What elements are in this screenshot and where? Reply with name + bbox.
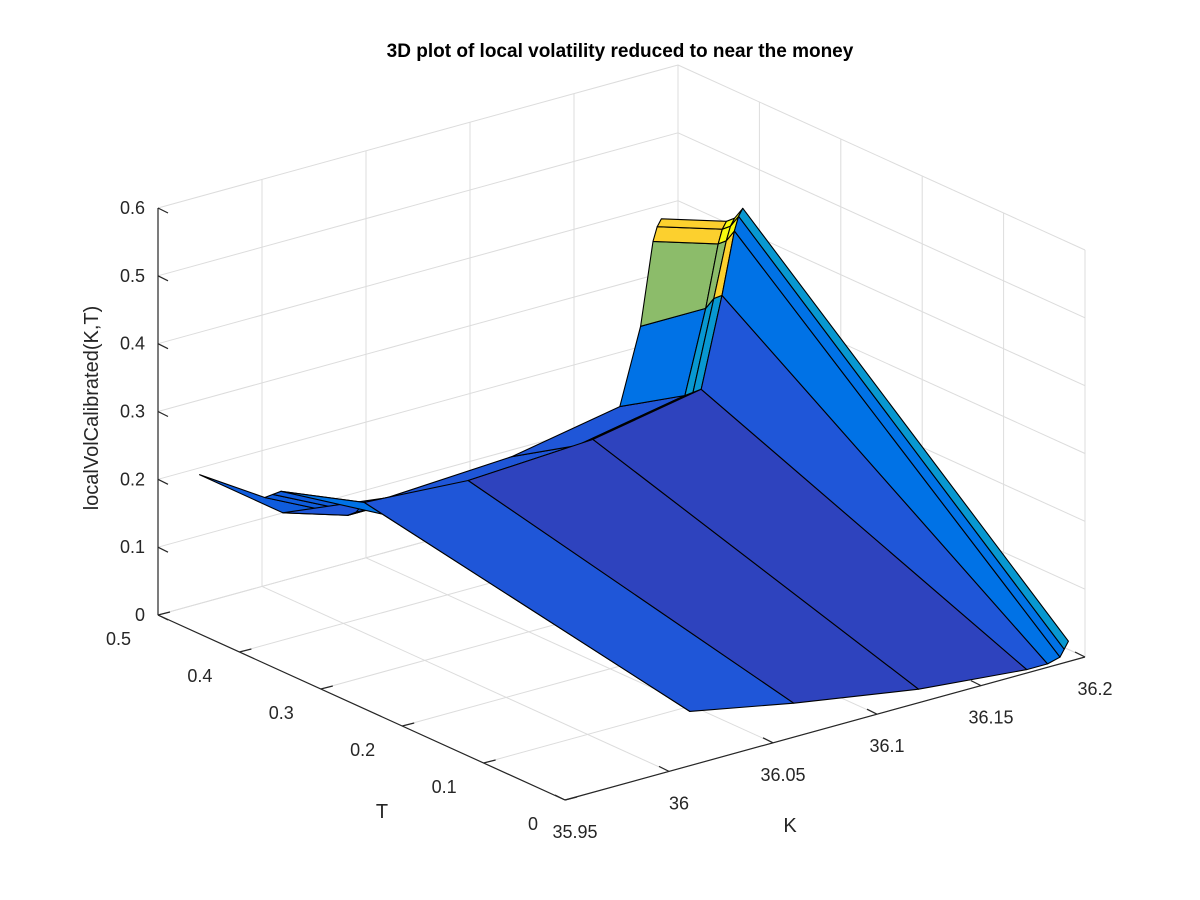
t-tick-mark-4 — [239, 648, 252, 653]
k-tick-label-1: 36 — [669, 793, 689, 813]
z-tick-label-2: 0.2 — [120, 469, 145, 489]
z-tick-label-3: 0.3 — [120, 402, 145, 422]
z-axis-label: localVolCalibrated(K,T) — [81, 306, 103, 511]
k-tick-mark-1 — [658, 765, 670, 772]
k-tick-mark-0 — [554, 794, 566, 801]
x-axis-label: K — [783, 815, 797, 837]
t-tick-mark-3 — [320, 685, 333, 690]
surface-facet-0-7 — [738, 207, 1069, 650]
back-grid-z-5 — [157, 132, 679, 277]
z-tick-label-0: 0 — [135, 605, 145, 625]
surface-facet-3-7 — [656, 218, 728, 230]
k-tick-label-2: 36.05 — [760, 765, 805, 785]
t-tick-label-2: 0.2 — [350, 740, 375, 760]
t-tick-mark-5 — [157, 611, 171, 616]
z-tick-mark-4 — [157, 343, 169, 350]
t-tick-label-4: 0.4 — [187, 666, 212, 686]
t-tick-label-5: 0.5 — [106, 629, 131, 649]
back-grid-z-4 — [157, 200, 679, 345]
z-tick-label-5: 0.5 — [120, 266, 145, 286]
surface-layer — [199, 207, 1069, 712]
z-tick-label-1: 0.1 — [120, 537, 145, 557]
z-tick-label-6: 0.6 — [120, 198, 145, 218]
k-tick-label-5: 36.2 — [1077, 679, 1112, 699]
k-tick-label-4: 36.15 — [968, 708, 1013, 728]
k-tick-label-0: 35.95 — [552, 822, 597, 842]
k-tick-mark-5 — [1074, 651, 1086, 658]
z-tick-mark-0 — [157, 614, 169, 621]
side-grid-z-6 — [677, 64, 1086, 251]
t-axis-line — [157, 614, 566, 801]
z-tick-mark-1 — [157, 546, 169, 553]
back-grid-z-6 — [157, 64, 679, 209]
t-tick-label-1: 0.1 — [432, 777, 457, 797]
z-tick-mark-2 — [157, 478, 169, 485]
k-tick-mark-2 — [762, 737, 774, 744]
t-tick-label-0: 0 — [528, 814, 538, 834]
floor-grid-k-1 — [261, 585, 670, 772]
back-grid-z-3 — [157, 268, 679, 412]
z-tick-mark-3 — [157, 410, 169, 418]
floor-grid-k-2 — [365, 557, 774, 744]
t-tick-label-3: 0.3 — [269, 703, 294, 723]
k-tick-mark-3 — [866, 708, 878, 715]
z-tick-label-4: 0.4 — [120, 334, 145, 354]
y-axis-label: T — [376, 801, 388, 823]
tick-layer: 35.95 36 36.05 36.1 36.15 36.2 0 0.1 0.2 0.3 0.4 0.… — [106, 198, 1113, 842]
z-tick-mark-6 — [157, 207, 169, 214]
t-tick-mark-2 — [402, 722, 415, 727]
z-tick-mark-5 — [157, 275, 169, 282]
t-tick-mark-1 — [483, 759, 496, 764]
k-tick-label-3: 36.1 — [869, 736, 904, 756]
back-grid-z-2 — [157, 335, 679, 480]
k-axis-line — [564, 656, 1086, 801]
side-grid-z-5 — [677, 132, 1086, 319]
chart-title: 3D plot of local volatility reduced to n… — [387, 41, 854, 62]
t-tick-mark-0 — [564, 796, 578, 801]
k-tick-mark-4 — [970, 680, 982, 687]
